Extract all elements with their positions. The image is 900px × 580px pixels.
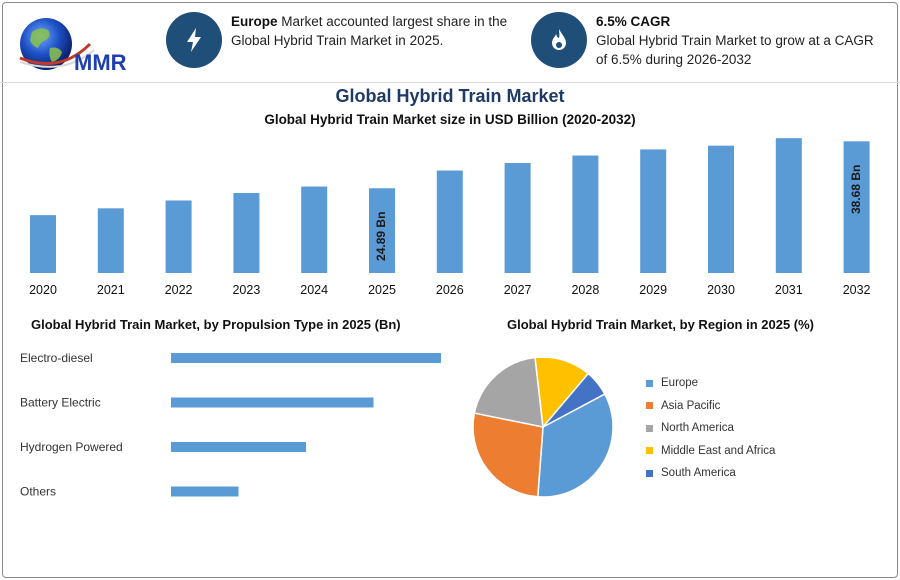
bar-data-label: 38.68 Bn: [849, 165, 863, 214]
legend-item: North America: [646, 417, 775, 440]
mmr-logo: MMR: [14, 14, 144, 78]
info-text-europe: Europe Market accounted largest share in…: [231, 14, 508, 48]
x-tick-label: 2024: [300, 283, 328, 297]
x-tick-label: 2029: [639, 283, 667, 297]
legend-label: Europe: [661, 377, 699, 390]
hbar-others: [171, 486, 239, 497]
x-tick-label: 2021: [97, 283, 125, 297]
propulsion-chart-title: Global Hybrid Train Market, by Propulsio…: [31, 317, 401, 332]
propulsion-bar-chart: Electro-diesel Battery Electric Hydrogen P…: [20, 351, 441, 499]
bar-2026: [436, 170, 463, 273]
flame-icon: [531, 12, 587, 68]
bar-2025: [369, 188, 395, 273]
bar-2027: [504, 163, 531, 273]
info-text-cagr: 6.5% CAGR Global Hybrid Train Market to g…: [596, 14, 874, 67]
legend-label: Middle East and Africa: [661, 444, 776, 457]
bar-data-label: 24.89 Bn: [374, 212, 388, 261]
legend-label: Asia Pacific: [661, 399, 721, 412]
legend-swatch: [646, 469, 653, 477]
x-tick-label: 2020: [29, 283, 57, 297]
lightning-icon: [166, 12, 222, 68]
pie-slice-middle-east-and-africa: [534, 358, 590, 429]
info-box-cagr: 6.5% CAGR Global Hybrid Train Market to g…: [531, 12, 886, 69]
bar-2032: [843, 141, 870, 273]
region-chart-title: Global Hybrid Train Market, by Region in…: [507, 317, 815, 332]
bar-2023: [233, 192, 260, 273]
bar-2029: [640, 149, 667, 273]
bar-2028: [572, 155, 599, 273]
x-tick-label: 2030: [707, 283, 735, 297]
info-box-europe: Europe Market accounted largest share in…: [166, 12, 526, 68]
market-size-bar-chart: 2020 2021 2022 2023 2024 2025 2026 2027 2028 2029…: [29, 138, 871, 297]
chart-main-title: Global Hybrid Train Market: [335, 86, 565, 106]
chart-subtitle: Global Hybrid Train Market size in USD B…: [264, 112, 636, 127]
region-pie-chart: [472, 358, 614, 498]
region-legend: Europe Asia Pacific North America Middle Ea…: [646, 372, 775, 485]
bar-2024: [301, 186, 328, 273]
legend-label: South America: [661, 467, 736, 480]
legend-swatch: [646, 379, 653, 387]
x-tick-label: 2023: [232, 283, 260, 297]
legend-item: Asia Pacific: [646, 395, 775, 418]
category-label: Hydrogen Powered: [20, 440, 123, 454]
x-tick-label: 2027: [504, 283, 532, 297]
bar-2021: [97, 208, 124, 273]
x-tick-label: 2026: [436, 283, 464, 297]
bar-2022: [165, 200, 192, 273]
legend-swatch: [646, 402, 653, 410]
pie-slice-south-america: [542, 372, 606, 428]
bar-2020: [30, 215, 56, 273]
logo-text: MMR: [74, 50, 127, 75]
hbar-hydrogen-powered: [171, 442, 306, 452]
x-tick-label: 2025: [368, 283, 396, 297]
bar-2030: [708, 145, 734, 273]
legend-swatch: [646, 424, 653, 432]
bar-2031: [775, 138, 802, 273]
legend-item: Middle East and Africa: [646, 440, 775, 463]
category-label: Electro-diesel: [20, 351, 93, 365]
pie-slice-asia-pacific: [472, 412, 544, 498]
hbar-electro-diesel: [171, 353, 441, 363]
x-tick-label: 2032: [843, 283, 871, 297]
category-label: Others: [20, 485, 56, 499]
x-tick-label: 2031: [775, 283, 803, 297]
legend-label: North America: [661, 422, 734, 435]
x-tick-label: 2028: [571, 283, 599, 297]
legend-item: South America: [646, 462, 775, 485]
category-label: Battery Electric: [20, 396, 101, 410]
hbar-battery-electric: [171, 397, 374, 408]
pie-slice-north-america: [473, 358, 544, 428]
legend-swatch: [646, 447, 653, 455]
header-divider: [0, 82, 900, 83]
x-tick-label: 2022: [165, 283, 193, 297]
legend-item: Europe: [646, 372, 775, 395]
